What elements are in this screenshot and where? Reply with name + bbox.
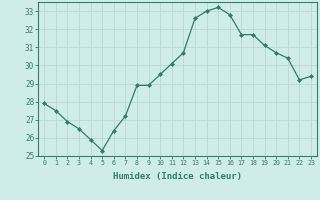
X-axis label: Humidex (Indice chaleur): Humidex (Indice chaleur) [113,172,242,181]
